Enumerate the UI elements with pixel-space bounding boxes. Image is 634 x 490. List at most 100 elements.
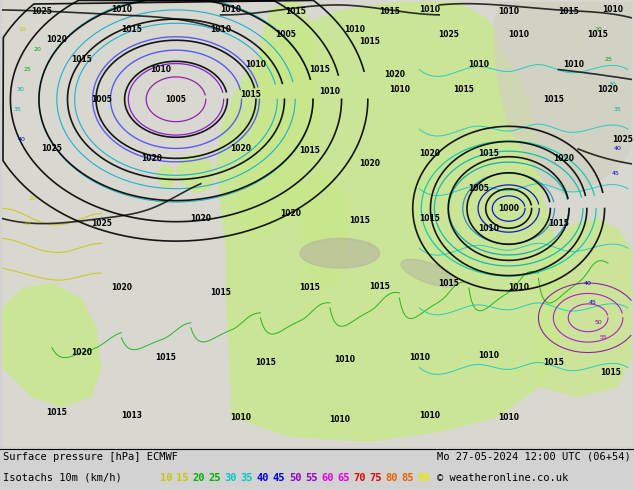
Text: 1010: 1010 [409, 353, 430, 362]
Text: Mo 27-05-2024 12:00 UTC (06+54): Mo 27-05-2024 12:00 UTC (06+54) [437, 452, 631, 462]
Text: 1020: 1020 [359, 159, 380, 169]
Text: 1015: 1015 [300, 147, 320, 155]
Text: 15: 15 [176, 473, 188, 483]
Polygon shape [300, 169, 350, 288]
Text: 55: 55 [599, 335, 607, 340]
Text: 1015: 1015 [300, 284, 320, 293]
Text: 1015: 1015 [71, 55, 92, 64]
Text: 1010: 1010 [602, 5, 623, 14]
Text: 1025: 1025 [91, 219, 112, 228]
Text: 1010: 1010 [469, 60, 489, 69]
Text: 1010: 1010 [389, 85, 410, 94]
Text: 40: 40 [18, 137, 26, 142]
Ellipse shape [300, 238, 380, 268]
Text: 1015: 1015 [46, 408, 67, 416]
Text: 1020: 1020 [190, 214, 211, 223]
Text: 30: 30 [16, 87, 24, 92]
Text: 35: 35 [240, 473, 253, 483]
Text: 1020: 1020 [71, 348, 92, 357]
Text: 15: 15 [23, 221, 31, 226]
Text: 1010: 1010 [418, 411, 440, 419]
Text: 1010: 1010 [220, 5, 241, 14]
Text: 30: 30 [224, 473, 237, 483]
Text: 1025: 1025 [41, 145, 62, 153]
Text: 1020: 1020 [597, 85, 619, 94]
Text: 1020: 1020 [384, 70, 405, 79]
Text: 1015: 1015 [543, 95, 564, 104]
Text: 1015: 1015 [359, 37, 380, 46]
Text: Isotachs 10m (km/h): Isotachs 10m (km/h) [3, 473, 122, 483]
Text: 1010: 1010 [334, 355, 355, 364]
Text: 1005: 1005 [275, 30, 295, 39]
Text: 1025: 1025 [612, 135, 633, 144]
Text: 80: 80 [385, 473, 398, 483]
Text: 1010: 1010 [508, 30, 529, 39]
Polygon shape [156, 164, 176, 189]
Polygon shape [176, 154, 216, 194]
Text: 1015: 1015 [309, 65, 330, 74]
Text: 1025: 1025 [32, 7, 53, 17]
Text: 1010: 1010 [508, 284, 529, 293]
Text: 50: 50 [289, 473, 301, 483]
Text: Surface pressure [hPa] ECMWF: Surface pressure [hPa] ECMWF [3, 452, 178, 462]
Text: 1010: 1010 [498, 7, 519, 17]
Text: 1020: 1020 [280, 209, 301, 218]
Text: 1015: 1015 [548, 219, 569, 228]
Text: 1015: 1015 [453, 85, 474, 94]
Text: 1015: 1015 [369, 281, 390, 291]
Text: 1015: 1015 [285, 7, 306, 17]
Polygon shape [216, 2, 568, 442]
Text: 40: 40 [584, 280, 592, 286]
Text: 1020: 1020 [46, 35, 67, 44]
Text: 1015: 1015 [543, 358, 564, 367]
Text: 1010: 1010 [498, 413, 519, 421]
Text: 45: 45 [273, 473, 285, 483]
Text: 1000: 1000 [498, 204, 519, 213]
Polygon shape [236, 2, 320, 238]
Text: 1015: 1015 [439, 278, 460, 288]
Text: 25: 25 [209, 473, 221, 483]
Text: 1015: 1015 [210, 289, 231, 297]
Text: 85: 85 [401, 473, 414, 483]
Text: 1005: 1005 [165, 95, 186, 104]
Text: 1015: 1015 [379, 7, 400, 17]
Text: 50: 50 [594, 320, 602, 325]
Text: 1010: 1010 [329, 415, 351, 423]
Text: 1010: 1010 [418, 5, 440, 14]
Text: 1010: 1010 [151, 65, 172, 74]
Text: 1005: 1005 [469, 184, 489, 193]
Text: 1020: 1020 [111, 284, 132, 293]
Text: 1015: 1015 [479, 149, 499, 158]
Text: 1015: 1015 [588, 30, 609, 39]
Text: 35: 35 [13, 107, 21, 112]
Ellipse shape [401, 259, 457, 287]
Text: 1005: 1005 [91, 95, 112, 104]
Text: 1010: 1010 [563, 60, 584, 69]
Text: 90: 90 [418, 473, 430, 483]
Text: 1015: 1015 [255, 358, 276, 367]
Text: 40: 40 [614, 147, 622, 151]
Text: 1015: 1015 [600, 368, 621, 377]
Text: 40: 40 [257, 473, 269, 483]
Text: 1010: 1010 [320, 87, 340, 96]
Text: 1020: 1020 [230, 145, 251, 153]
Text: 45: 45 [589, 300, 597, 305]
Text: 1015: 1015 [155, 353, 176, 362]
Text: 1010: 1010 [245, 60, 266, 69]
Text: 1015: 1015 [419, 214, 439, 223]
Text: 55: 55 [305, 473, 318, 483]
Text: 1020: 1020 [418, 149, 440, 158]
Text: 1015: 1015 [349, 216, 370, 225]
Text: 20: 20 [192, 473, 205, 483]
Text: 1010: 1010 [111, 5, 132, 14]
Text: 60: 60 [321, 473, 333, 483]
Text: 10: 10 [18, 27, 26, 32]
Text: 1010: 1010 [478, 351, 500, 360]
Text: 20: 20 [33, 47, 41, 52]
Text: 70: 70 [353, 473, 366, 483]
Text: 1010: 1010 [344, 25, 365, 34]
Polygon shape [494, 2, 632, 194]
Text: 1010: 1010 [230, 413, 251, 421]
Text: 1010: 1010 [210, 25, 231, 34]
Polygon shape [2, 0, 632, 447]
